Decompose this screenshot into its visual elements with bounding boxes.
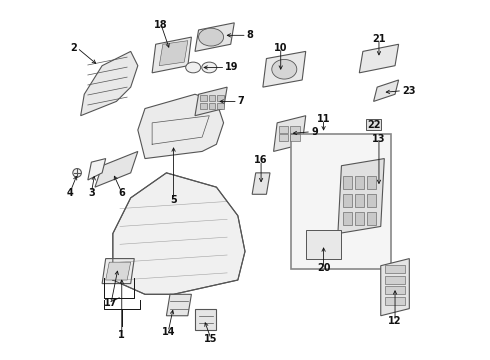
Bar — [291, 126, 300, 133]
Bar — [367, 176, 376, 189]
Polygon shape — [152, 37, 192, 73]
Bar — [209, 103, 215, 109]
Bar — [367, 212, 376, 225]
Polygon shape — [373, 80, 398, 102]
Bar — [355, 194, 364, 207]
Polygon shape — [102, 258, 134, 284]
Bar — [385, 276, 405, 284]
Bar — [367, 194, 376, 207]
Text: 8: 8 — [247, 30, 254, 40]
Polygon shape — [252, 173, 270, 194]
Ellipse shape — [186, 62, 201, 73]
Polygon shape — [263, 51, 306, 87]
Bar — [385, 265, 405, 273]
Circle shape — [73, 168, 81, 177]
Bar — [385, 297, 405, 305]
Polygon shape — [113, 173, 245, 294]
Bar — [218, 95, 224, 101]
Text: 16: 16 — [254, 156, 268, 165]
Text: 19: 19 — [225, 63, 239, 72]
Polygon shape — [138, 94, 223, 158]
Bar — [306, 230, 342, 258]
Bar — [209, 95, 215, 101]
Polygon shape — [359, 44, 398, 73]
Text: 22: 22 — [367, 120, 380, 130]
Text: 15: 15 — [204, 334, 218, 344]
Text: 9: 9 — [311, 127, 318, 137]
Polygon shape — [338, 158, 384, 234]
Bar — [291, 134, 300, 141]
Polygon shape — [195, 87, 227, 116]
Text: 3: 3 — [88, 188, 95, 198]
Polygon shape — [106, 262, 131, 280]
Bar — [355, 176, 364, 189]
Bar — [343, 212, 352, 225]
Bar — [343, 176, 352, 189]
Text: 2: 2 — [71, 43, 77, 53]
Text: 4: 4 — [67, 188, 74, 198]
Polygon shape — [81, 51, 138, 116]
Polygon shape — [95, 152, 138, 187]
Polygon shape — [273, 116, 306, 152]
Text: 7: 7 — [238, 96, 245, 107]
Text: 5: 5 — [170, 195, 177, 204]
Bar — [218, 103, 224, 109]
Text: 1: 1 — [119, 330, 125, 341]
Bar — [200, 95, 207, 101]
Ellipse shape — [272, 59, 297, 79]
Bar — [367, 119, 381, 130]
Bar — [385, 287, 405, 294]
Text: 18: 18 — [154, 19, 168, 30]
Text: 11: 11 — [317, 114, 330, 124]
Polygon shape — [195, 23, 234, 51]
Polygon shape — [88, 158, 106, 180]
Bar — [355, 212, 364, 225]
Ellipse shape — [202, 62, 217, 73]
Text: 17: 17 — [104, 298, 118, 308]
Polygon shape — [167, 294, 192, 316]
Polygon shape — [195, 309, 217, 330]
Text: 23: 23 — [402, 86, 416, 96]
Bar — [279, 134, 288, 141]
Text: 21: 21 — [372, 34, 386, 44]
Polygon shape — [159, 41, 188, 66]
Bar — [292, 134, 392, 269]
Text: 20: 20 — [317, 262, 330, 273]
Ellipse shape — [198, 28, 223, 46]
Bar — [200, 103, 207, 109]
Text: 14: 14 — [161, 327, 175, 337]
Text: 12: 12 — [388, 316, 402, 326]
Bar — [343, 194, 352, 207]
Text: 10: 10 — [274, 43, 288, 53]
Text: 6: 6 — [119, 188, 125, 198]
Bar — [279, 126, 288, 133]
Polygon shape — [381, 258, 409, 316]
Text: 13: 13 — [372, 134, 386, 144]
